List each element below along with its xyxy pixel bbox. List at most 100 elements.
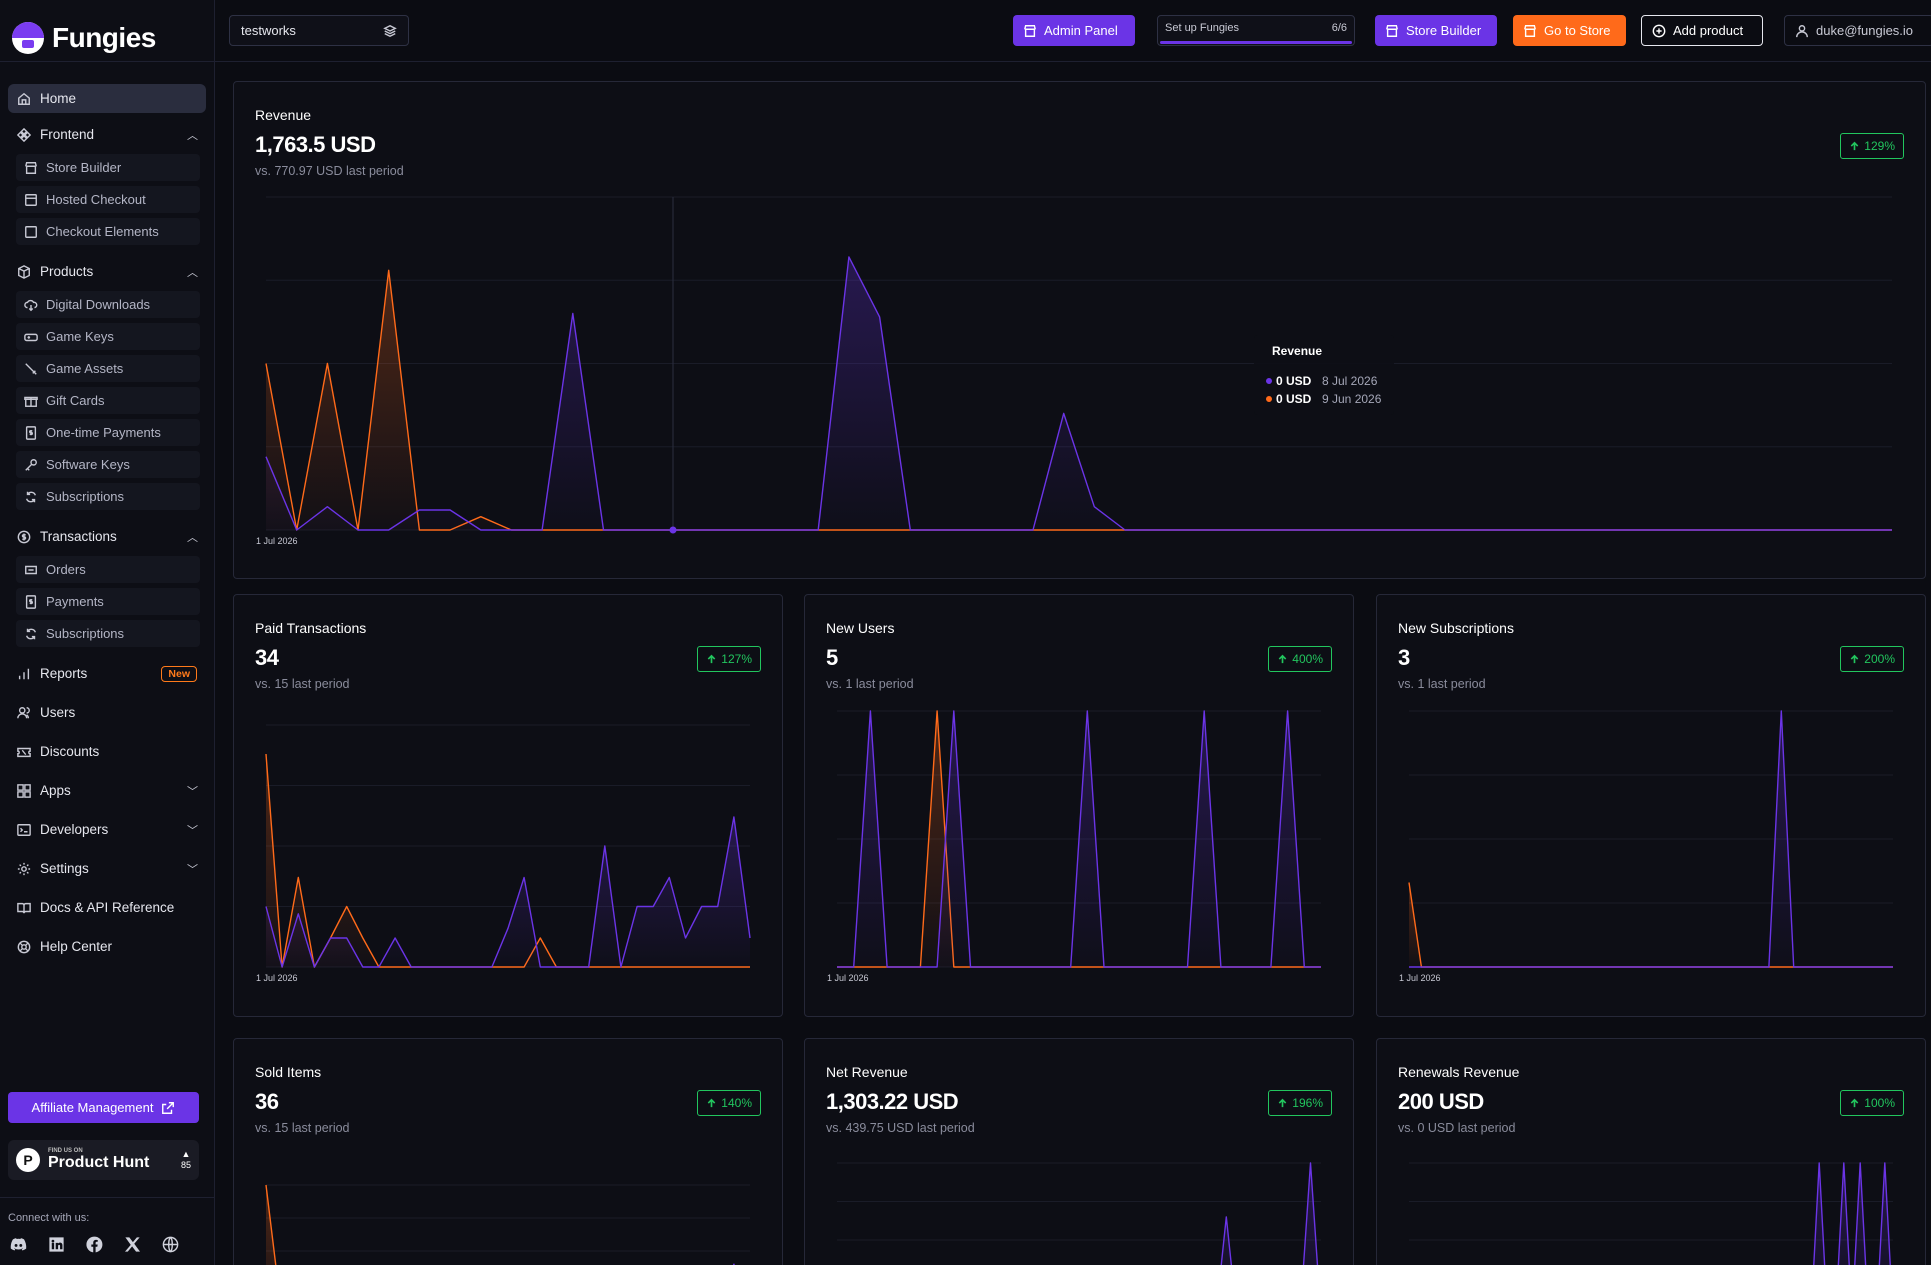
sold-items-chart bbox=[265, 1184, 750, 1265]
store-builder-button[interactable]: Store Builder bbox=[1375, 15, 1497, 46]
product-hunt-votes: ▲ 85 bbox=[181, 1149, 191, 1171]
card-value: 3 bbox=[1398, 645, 1410, 670]
sidebar-subitem-label: Checkout Elements bbox=[46, 224, 159, 239]
sidebar-subitem-label: Payments bbox=[46, 594, 104, 609]
current-series-line[interactable] bbox=[837, 1162, 1321, 1265]
gear-icon bbox=[17, 862, 31, 876]
chart-tooltip: Revenue 0 USD 8 Jul 2026 0 USD 9 Jun 2026 bbox=[1254, 335, 1394, 415]
gamepad-icon bbox=[24, 330, 38, 344]
admin-panel-label: Admin Panel bbox=[1044, 23, 1118, 38]
affiliate-label: Affiliate Management bbox=[31, 1100, 154, 1115]
sidebar-item-settings[interactable]: Settings ﹀ bbox=[8, 854, 206, 883]
arrow-up-icon bbox=[1851, 654, 1859, 663]
sidebar-item-apps[interactable]: Apps ﹀ bbox=[8, 776, 206, 805]
admin-panel-button[interactable]: Admin Panel bbox=[1013, 15, 1135, 46]
net-revenue-card: Net Revenue 1,303.22 USD vs. 439.75 USD … bbox=[804, 1038, 1354, 1265]
globe-icon[interactable] bbox=[160, 1234, 180, 1254]
chevron-up-icon: ︿ bbox=[187, 266, 198, 279]
affiliate-management-button[interactable]: Affiliate Management bbox=[8, 1092, 199, 1123]
current-series-area bbox=[1813, 1163, 1891, 1265]
change-percent: 140% bbox=[721, 1096, 752, 1110]
chevron-down-icon: ﹀ bbox=[187, 785, 198, 798]
add-product-button[interactable]: Add product bbox=[1641, 15, 1763, 46]
sidebar-subitem-gift-cards[interactable]: Gift Cards bbox=[16, 387, 200, 414]
new-users-chart: 1 Jul 2026 bbox=[827, 710, 1321, 983]
user-menu-button[interactable]: duke@fungies.io bbox=[1784, 15, 1931, 46]
sidebar-subitem-payments[interactable]: Payments bbox=[16, 588, 200, 615]
arrow-up-icon bbox=[708, 1098, 716, 1107]
sidebar-item-label: Frontend bbox=[40, 127, 95, 142]
sidebar-item-developers[interactable]: Developers ﹀ bbox=[8, 815, 206, 844]
change-percent: 200% bbox=[1864, 652, 1895, 666]
window-icon bbox=[24, 193, 38, 207]
arrow-up-icon bbox=[1279, 654, 1287, 663]
sidebar-item-discounts[interactable]: Discounts bbox=[8, 737, 206, 766]
store-name: testworks bbox=[241, 23, 296, 38]
sidebar-subitem-store-builder[interactable]: Store Builder bbox=[16, 154, 200, 181]
sidebar-nav: Home Frontend ︿ Store Builder Hosted Che… bbox=[0, 62, 214, 961]
card-value: 34 bbox=[255, 645, 279, 670]
current-series-line[interactable] bbox=[837, 710, 1321, 968]
sidebar-item-frontend[interactable]: Frontend ︿ bbox=[8, 120, 206, 149]
chevron-up-icon: ︿ bbox=[187, 531, 198, 544]
sidebar-subitem-subscriptions[interactable]: Subscriptions bbox=[16, 483, 200, 510]
linkedin-icon[interactable] bbox=[46, 1234, 66, 1254]
sidebar-item-products[interactable]: Products ︿ bbox=[8, 257, 206, 286]
sidebar-item-users[interactable]: Users bbox=[8, 698, 206, 727]
go-to-store-button[interactable]: Go to Store bbox=[1513, 15, 1626, 46]
logo[interactable]: Fungies bbox=[0, 0, 214, 62]
change-badge: 400% bbox=[1268, 646, 1332, 672]
sidebar-subitem-orders[interactable]: Orders bbox=[16, 556, 200, 583]
sidebar-item-home[interactable]: Home bbox=[8, 84, 206, 113]
previous-series-line[interactable] bbox=[265, 1184, 750, 1265]
card-value: 1,763.5 USD bbox=[255, 132, 376, 157]
card-previous: vs. 1 last period bbox=[1398, 677, 1486, 691]
card-previous: vs. 439.75 USD last period bbox=[826, 1121, 975, 1135]
sidebar-item-docs[interactable]: Docs & API Reference bbox=[8, 893, 206, 922]
sidebar-subitem-hosted-checkout[interactable]: Hosted Checkout bbox=[16, 186, 200, 213]
store-selector[interactable]: testworks bbox=[229, 15, 409, 46]
change-badge: 196% bbox=[1268, 1090, 1332, 1116]
current-series-line[interactable] bbox=[265, 816, 751, 968]
current-series-area bbox=[266, 817, 750, 967]
previous-series-area bbox=[837, 711, 1321, 967]
tooltip-value: 0 USD bbox=[1276, 392, 1312, 406]
previous-series-dot bbox=[1266, 396, 1272, 402]
upvote-icon: ▲ bbox=[181, 1149, 191, 1159]
arrow-up-icon bbox=[1851, 141, 1859, 150]
sidebar-subitem-checkout-elements[interactable]: Checkout Elements bbox=[16, 218, 200, 245]
sidebar-item-transactions[interactable]: Transactions ︿ bbox=[8, 522, 206, 551]
current-series-line[interactable] bbox=[265, 256, 1892, 531]
facebook-icon[interactable] bbox=[84, 1234, 104, 1254]
layers-icon bbox=[383, 24, 397, 38]
external-link-icon bbox=[161, 1101, 175, 1115]
add-product-label: Add product bbox=[1673, 23, 1744, 38]
key-icon bbox=[24, 458, 38, 472]
ticket-icon bbox=[17, 745, 31, 759]
sidebar-item-help[interactable]: Help Center bbox=[8, 932, 206, 961]
discord-icon[interactable] bbox=[8, 1234, 28, 1254]
sidebar-subitem-game-keys[interactable]: Game Keys bbox=[16, 323, 200, 350]
new-subscriptions-card: New Subscriptions 3 vs. 1 last period 20… bbox=[1376, 594, 1926, 1017]
current-series-line[interactable] bbox=[1409, 710, 1893, 968]
card-value: 1,303.22 USD bbox=[826, 1089, 959, 1114]
sidebar-subitem-game-assets[interactable]: Game Assets bbox=[16, 355, 200, 382]
sidebar-subitem-label: Orders bbox=[46, 562, 86, 577]
new-users-card: New Users 5 vs. 1 last period 400% 1 Jul… bbox=[804, 594, 1354, 1017]
product-hunt-small: FIND US ON bbox=[48, 1148, 83, 1154]
x-icon[interactable] bbox=[122, 1234, 142, 1254]
sidebar-group-frontend: Frontend ︿ Store Builder Hosted Checkout… bbox=[8, 120, 206, 245]
sidebar-subitem-transaction-subscriptions[interactable]: Subscriptions bbox=[16, 620, 200, 647]
sidebar-subitem-digital-downloads[interactable]: Digital Downloads bbox=[16, 291, 200, 318]
sidebar-item-label: Developers bbox=[40, 822, 109, 837]
x-axis-date-label: 1 Jul 2026 bbox=[256, 973, 298, 983]
previous-series-line[interactable] bbox=[1408, 882, 1893, 968]
sidebar-subitem-software-keys[interactable]: Software Keys bbox=[16, 451, 200, 478]
previous-series-area bbox=[1409, 882, 1893, 967]
sidebar-subitem-one-time-payments[interactable]: One-time Payments bbox=[16, 419, 200, 446]
card-value: 200 USD bbox=[1398, 1089, 1484, 1114]
product-hunt-badge[interactable]: P FIND US ON Product Hunt ▲ 85 bbox=[8, 1140, 199, 1180]
sidebar-item-reports[interactable]: Reports New bbox=[8, 659, 206, 688]
change-badge: 140% bbox=[697, 1090, 761, 1116]
setup-progress[interactable]: Set up Fungies 6/6 bbox=[1157, 15, 1355, 46]
